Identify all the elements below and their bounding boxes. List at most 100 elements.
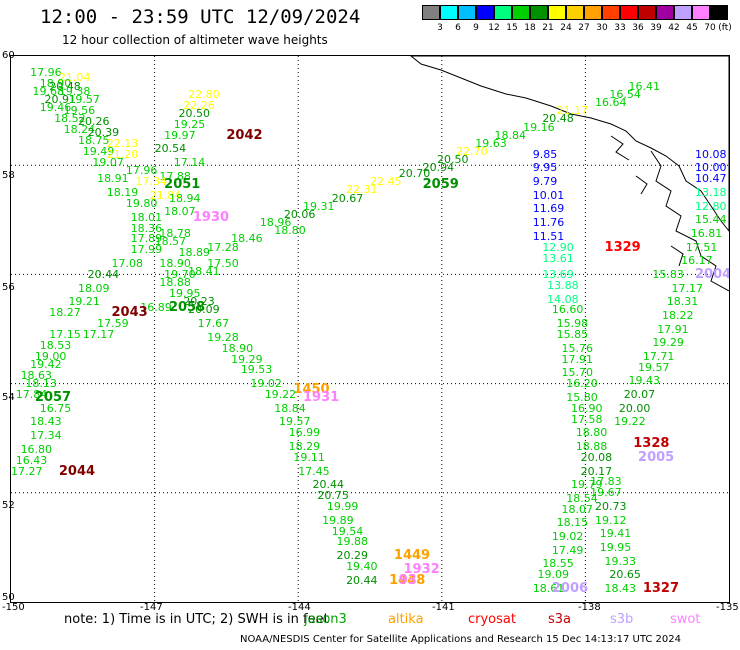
lat-label: 60: [2, 50, 15, 61]
color-swatch: [674, 5, 692, 20]
wave-height-value: 22.31: [346, 183, 378, 197]
wave-height-value: 18.43: [604, 581, 637, 595]
wave-height-value: 19.57: [279, 415, 311, 429]
wave-height-value: 11.51: [532, 229, 565, 243]
wave-height-value: 16.90: [571, 401, 603, 415]
lon-label: -138: [578, 602, 601, 613]
wave-height-value: 9.79: [532, 175, 558, 189]
wave-height-value: 20.48: [542, 112, 574, 126]
wave-height-value: 17.96: [30, 65, 62, 79]
wave-height-value: 19.02: [551, 530, 584, 544]
wave-height-value: 15.44: [695, 213, 727, 227]
lat-label: 52: [2, 500, 15, 511]
wave-height-value: 17.71: [642, 349, 675, 363]
map-title: 12:00 - 23:59 UTC 12/09/2024: [40, 6, 361, 28]
color-scale-unit: (ft): [718, 23, 732, 33]
wave-height-value: 20.50: [178, 106, 211, 120]
wave-height-value: 20.44: [87, 267, 120, 281]
wave-height-value: 19.57: [638, 360, 670, 374]
wave-height-value: 16.89: [140, 300, 172, 314]
wave-height-value: 17.51: [685, 240, 718, 254]
wave-height-value: 20.06: [283, 207, 316, 221]
pass-time-label: 2043: [111, 305, 148, 321]
wave-height-value: 13.69: [542, 267, 574, 281]
color-swatch: [638, 5, 656, 20]
wave-height-value: 19.21: [68, 295, 100, 309]
color-swatch-label: 70: [704, 23, 716, 33]
wave-height-value: 20.08: [580, 450, 613, 464]
wave-height-value: 18.07: [561, 502, 593, 516]
color-swatch-label: 9: [473, 23, 479, 33]
pass-time-label: 93: [398, 572, 417, 588]
pass-time-label: 2004: [695, 266, 730, 282]
wave-height-value: 18.22: [661, 308, 694, 322]
wave-height-value: 20.50: [437, 153, 469, 167]
wave-height-value: 17.99: [130, 243, 163, 257]
wave-height-value: 18.19: [106, 186, 139, 200]
legend-note: note: 1) Time is in UTC; 2) SWH is in fe…: [64, 612, 329, 627]
wave-height-value: 22.70: [456, 145, 488, 159]
wave-height-value: 17.15: [49, 328, 81, 341]
wave-height-map[interactable]: 17.96 21.04 18.90 20.48 19.68 19.38 22.80 20.91…: [10, 55, 730, 603]
wave-height-value: 20.54: [154, 142, 187, 156]
lon-label: -135: [716, 602, 739, 613]
wave-height-value: 11.76: [532, 216, 565, 230]
legend-cryosat: cryosat: [468, 612, 516, 627]
wave-height-value: 17.96: [125, 164, 158, 178]
wave-height-value: 18.63: [20, 368, 53, 382]
wave-height-value: 17.34: [30, 429, 62, 442]
wave-height-value: 20.65: [609, 568, 641, 582]
wave-height-value: 18.75: [78, 134, 110, 148]
wave-height-value: 14.08: [547, 292, 579, 306]
color-swatch: [566, 5, 584, 20]
color-swatch: [602, 5, 620, 20]
lon-label: -150: [2, 602, 25, 613]
wave-height-value: 19.57: [68, 93, 100, 107]
wave-height-value: 12.80: [695, 199, 727, 213]
color-swatch-label: 15: [506, 23, 518, 33]
color-swatch-label: 42: [668, 23, 680, 33]
wave-height-value: 20.23: [183, 295, 215, 309]
color-swatch-label: 18: [524, 23, 536, 33]
wave-height-value: 18.90: [221, 341, 254, 355]
color-swatch-label: 30: [596, 23, 608, 33]
wave-height-value: 20.44: [346, 573, 378, 587]
wave-height-value: 22.45: [370, 175, 402, 189]
wave-height-value: 16.99: [288, 426, 321, 440]
wave-height-value: 19.95: [599, 540, 632, 554]
wave-height-value: 16.17: [681, 254, 713, 268]
wave-height-value: 19.29: [231, 352, 263, 366]
pass-time-label: 1329: [604, 239, 641, 255]
wave-height-value: 20.70: [398, 166, 431, 180]
map-canvas: [11, 56, 729, 602]
wave-height-value: 18.52: [54, 112, 86, 126]
wave-height-value: 18.89: [178, 246, 211, 260]
pass-time-label: 2059: [422, 176, 459, 192]
pass-time-label: 1328: [633, 436, 670, 452]
wave-height-value: 19.12: [594, 513, 627, 527]
lat-label: 56: [2, 282, 15, 293]
wave-height-value: 19.42: [30, 358, 62, 372]
wave-height-value: 19.80: [125, 196, 158, 210]
wave-height-value: 16.20: [566, 377, 598, 391]
wave-height-value: 18.43: [30, 415, 62, 429]
wave-height-value: 19.53: [240, 363, 273, 377]
color-swatch-label: 24: [560, 23, 572, 33]
color-swatch: [692, 5, 710, 20]
wave-height-value: 16.41: [628, 79, 660, 93]
wave-height-value: 20.94: [422, 161, 455, 175]
color-swatch-label: 33: [614, 23, 626, 33]
wave-height-value: 17.17: [82, 328, 115, 341]
pass-time-label: 2005: [638, 449, 675, 465]
wave-height-value: 16.80: [20, 442, 53, 456]
wave-height-value: 18.88: [575, 439, 608, 453]
wave-height-value: 19.49: [82, 145, 115, 159]
wave-height-value: 9.85: [532, 147, 558, 161]
wave-height-value: 17.45: [298, 464, 330, 478]
color-swatch: [620, 5, 638, 20]
legend-altika: altika: [388, 612, 424, 627]
wave-height-value: 19.31: [302, 199, 335, 213]
pass-time-label: 1930: [192, 209, 230, 225]
color-swatch: [512, 5, 530, 20]
wave-height-value: 18.57: [154, 235, 187, 249]
